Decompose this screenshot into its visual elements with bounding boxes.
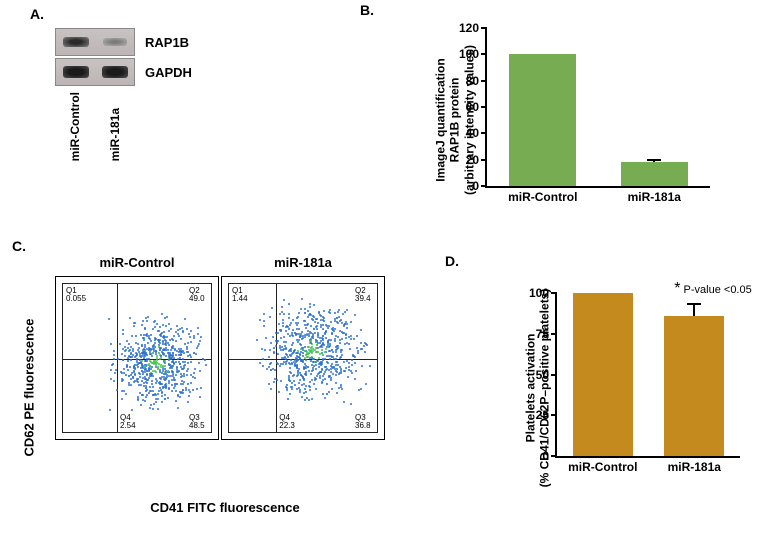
error-cap xyxy=(647,159,661,161)
panel-label-c: C. xyxy=(12,238,26,254)
ytick-label: 60 xyxy=(466,100,479,114)
ytick xyxy=(481,27,487,29)
ytick-label: 120 xyxy=(459,21,479,35)
ytick xyxy=(481,159,487,161)
facs-panel: CD62 PE fluorescence miR-ControlQ10.055Q… xyxy=(20,255,430,440)
facs-xlabel: CD41 FITC fluorescence xyxy=(150,500,300,515)
panel-label-d: D. xyxy=(445,253,459,269)
blot-box xyxy=(55,58,135,86)
facs-title: miR-181a xyxy=(221,255,385,270)
ytick xyxy=(481,132,487,134)
facs-xtick xyxy=(349,432,350,433)
ytick-label: 20 xyxy=(466,153,479,167)
ytick-label: 25 xyxy=(536,408,549,422)
blot-box xyxy=(55,28,135,56)
facs-frame: Q11.44Q239.4Q336.8Q422.3 xyxy=(221,276,385,440)
lane-label: miR-Control xyxy=(68,92,82,161)
ytick xyxy=(481,80,487,82)
facs-dots xyxy=(229,284,377,432)
ytick xyxy=(481,106,487,108)
facs-xtick xyxy=(123,432,124,433)
bar xyxy=(664,316,724,456)
ytick-label: 0 xyxy=(542,449,549,463)
ytick xyxy=(551,292,557,294)
ytick xyxy=(551,333,557,335)
facs-plot: Q10.055Q249.0Q348.5Q42.54 xyxy=(62,283,212,433)
ytick-label: 0 xyxy=(472,179,479,193)
blot-row: RAP1B xyxy=(55,28,192,56)
x-category-label: miR-181a xyxy=(628,190,681,204)
blot-band xyxy=(63,66,89,78)
x-category-label: miR-181a xyxy=(668,460,721,474)
facs-xtick xyxy=(289,432,290,433)
blot-protein-label: RAP1B xyxy=(145,35,189,50)
facs-xtick xyxy=(183,432,184,433)
chart-d-plot: 0255075100miR-ControlmiR-181a* P-value <… xyxy=(555,293,740,458)
facs-title: miR-Control xyxy=(55,255,219,270)
blot-row: GAPDH xyxy=(55,58,192,86)
ytick-label: 50 xyxy=(536,368,549,382)
facs-plot: Q11.44Q239.4Q336.8Q422.3 xyxy=(228,283,378,433)
bar-chart-rap1b: ImageJ quantificationRAP1B protein(arbit… xyxy=(370,10,730,230)
error-bar xyxy=(693,304,695,315)
ytick xyxy=(551,414,557,416)
ytick xyxy=(481,185,487,187)
chart-b-plot: 020406080100120miR-ControlmiR-181a xyxy=(485,28,710,188)
facs-column: miR-181a Q11.44Q239.4Q336.8Q422.3 xyxy=(221,255,385,440)
ytick-label: 40 xyxy=(466,126,479,140)
pvalue-label: * P-value <0.05 xyxy=(674,280,751,298)
facs-xtick xyxy=(93,432,94,433)
facs-xtick xyxy=(153,432,154,433)
facs-xtick xyxy=(259,432,260,433)
lane-label: miR-181a xyxy=(108,92,122,161)
error-cap xyxy=(687,303,701,305)
ytick-label: 75 xyxy=(536,327,549,341)
bar xyxy=(509,54,576,186)
bar xyxy=(573,293,633,456)
blot-band xyxy=(102,66,128,78)
ytick xyxy=(551,374,557,376)
x-category-label: miR-Control xyxy=(508,190,577,204)
western-blot: RAP1B GAPDH miR-Control miR-181a xyxy=(55,28,192,161)
ytick-label: 80 xyxy=(466,74,479,88)
facs-dots xyxy=(63,284,211,432)
bar xyxy=(621,162,688,186)
facs-column: miR-Control Q10.055Q249.0Q348.5Q42.54 xyxy=(55,255,219,440)
x-category-label: miR-Control xyxy=(568,460,637,474)
facs-xtick xyxy=(229,432,230,433)
blot-protein-label: GAPDH xyxy=(145,65,192,80)
facs-ylabel: CD62 PE fluorescence xyxy=(22,318,37,456)
bar-chart-activation: Platelets activation(% CD41/CD62P–positi… xyxy=(455,268,765,508)
ytick-label: 100 xyxy=(459,47,479,61)
facs-xtick xyxy=(319,432,320,433)
ytick-label: 100 xyxy=(529,286,549,300)
ytick xyxy=(551,455,557,457)
blot-band xyxy=(63,37,89,47)
facs-xtick xyxy=(63,432,64,433)
blot-band xyxy=(103,38,127,46)
facs-frame: Q10.055Q249.0Q348.5Q42.54 xyxy=(55,276,219,440)
ytick xyxy=(481,53,487,55)
panel-label-a: A. xyxy=(30,6,44,22)
